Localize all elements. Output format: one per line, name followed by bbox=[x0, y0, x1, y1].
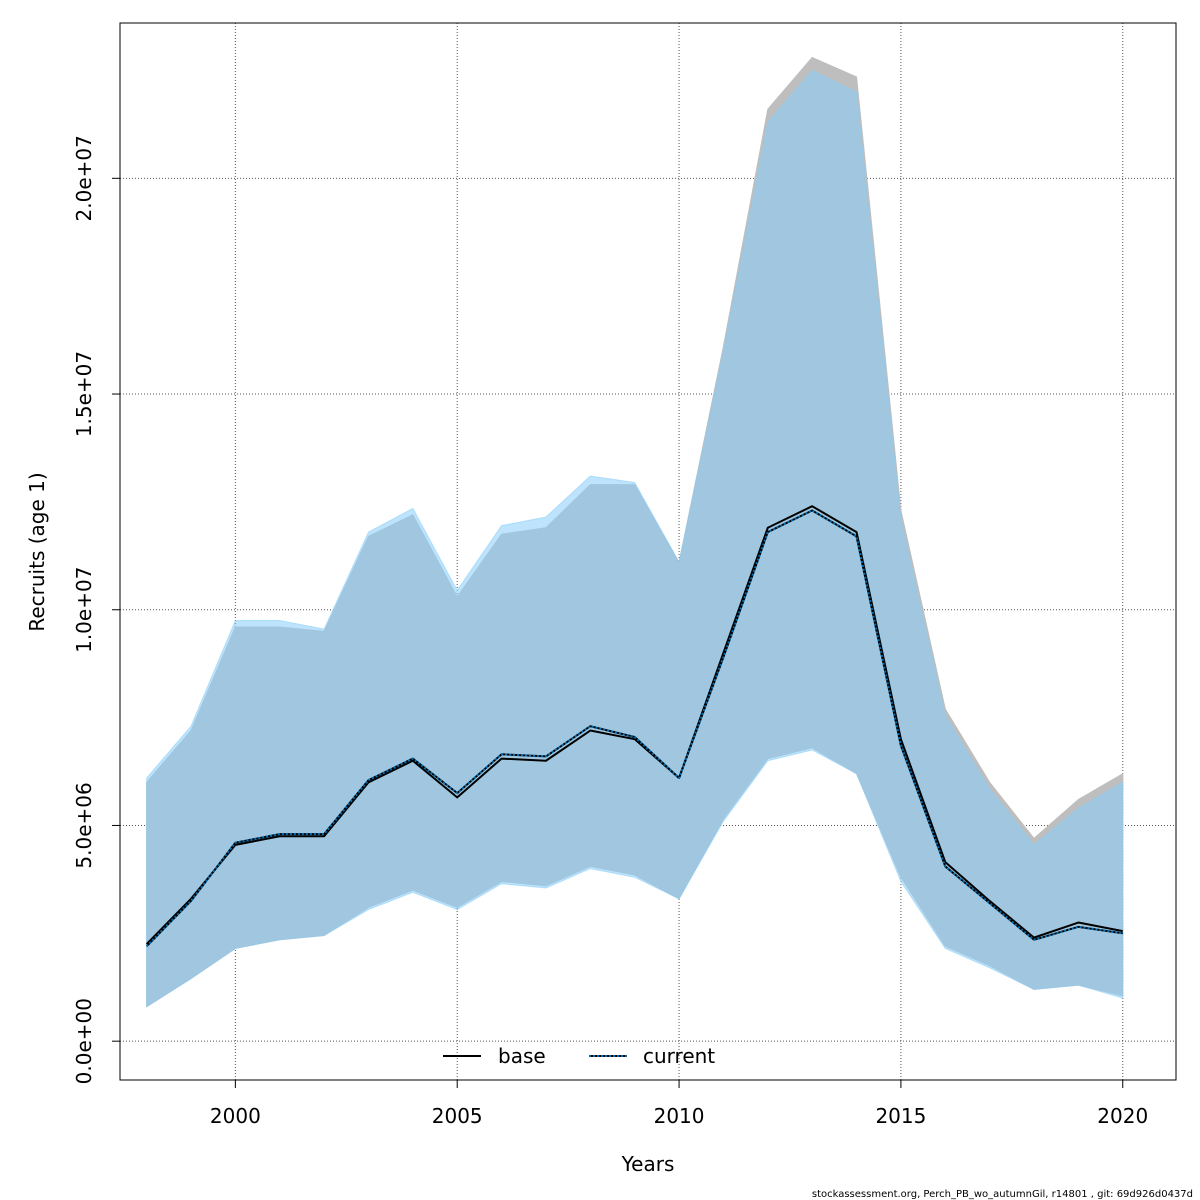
x-tick-label-2000: 2000 bbox=[210, 1104, 261, 1128]
footer-credit: stockassessment.org, Perch_PB_wo_autumnG… bbox=[812, 1189, 1193, 1200]
band-current bbox=[146, 69, 1124, 1008]
y-tick-label-4: 2.0e+07 bbox=[72, 135, 96, 221]
y-axis: 0.0e+00 5.0e+06 1.0e+07 1.5e+07 2.0e+07 bbox=[72, 135, 120, 1084]
x-axis-title: Years bbox=[621, 1152, 675, 1176]
series-lines bbox=[145, 505, 1123, 947]
legend-label-current: current bbox=[643, 1044, 715, 1068]
line-current bbox=[145, 509, 1123, 947]
y-tick-label-1: 5.0e+06 bbox=[72, 782, 96, 868]
confidence-bands bbox=[146, 56, 1124, 1008]
x-tick-label-2010: 2010 bbox=[654, 1104, 705, 1128]
plot-frame bbox=[119, 22, 1177, 1081]
y-tick-label-2: 1.0e+07 bbox=[72, 567, 96, 653]
y-tick-label-3: 1.5e+07 bbox=[72, 351, 96, 437]
line-base bbox=[145, 505, 1123, 945]
x-axis: 2000 2005 2010 2015 2020 bbox=[210, 1080, 1148, 1128]
x-tick-label-2015: 2015 bbox=[875, 1104, 926, 1128]
legend-label-base: base bbox=[498, 1044, 546, 1068]
legend: base current bbox=[443, 1044, 715, 1068]
x-tick-label-2020: 2020 bbox=[1097, 1104, 1148, 1128]
x-tick-label-2005: 2005 bbox=[432, 1104, 483, 1128]
y-axis-title: Recruits (age 1) bbox=[25, 472, 49, 631]
y-tick-label-0: 0.0e+00 bbox=[72, 998, 96, 1084]
